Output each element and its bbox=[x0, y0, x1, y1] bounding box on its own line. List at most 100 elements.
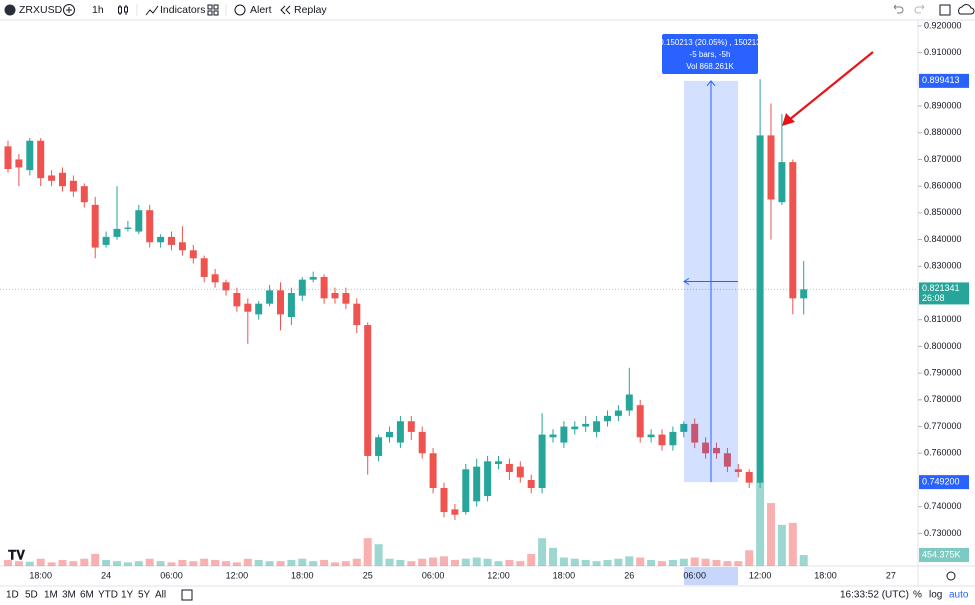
volume-bar bbox=[254, 559, 263, 566]
symbol[interactable]: ZRXUSD bbox=[19, 4, 63, 16]
candle-body bbox=[789, 162, 797, 299]
volume-bar bbox=[113, 561, 121, 566]
clock: 16:33:52 (UTC) bbox=[840, 590, 909, 601]
fullscreen-icon[interactable] bbox=[939, 4, 951, 16]
auto-toggle[interactable]: auto bbox=[949, 590, 969, 601]
volume-bar bbox=[538, 538, 547, 566]
countdown: 26:08 bbox=[922, 293, 945, 303]
layouts-icon[interactable] bbox=[207, 4, 219, 16]
redo-icon[interactable] bbox=[914, 4, 925, 14]
candle-body bbox=[15, 159, 23, 168]
candle-body bbox=[113, 228, 121, 237]
goto-date-icon[interactable] bbox=[181, 589, 193, 601]
volume-label-bg bbox=[919, 547, 969, 562]
range-button[interactable]: YTD bbox=[98, 590, 118, 601]
volume-bar bbox=[625, 556, 634, 566]
x-tick-label: 06:00 bbox=[160, 570, 183, 580]
replay-icon[interactable] bbox=[280, 5, 291, 15]
candle-body bbox=[538, 434, 546, 488]
measure-text: Vol 868.261K bbox=[686, 62, 734, 71]
volume-bar bbox=[167, 562, 176, 566]
alert-icon[interactable] bbox=[234, 4, 246, 16]
range-button[interactable]: 1M bbox=[44, 590, 58, 601]
volume-bar bbox=[243, 558, 252, 566]
candle-body bbox=[680, 423, 688, 432]
range-button[interactable]: 1D bbox=[6, 590, 19, 601]
x-tick-label: 18:00 bbox=[291, 570, 314, 580]
volume-bar bbox=[4, 559, 12, 566]
candle-body bbox=[287, 293, 295, 318]
candle-body bbox=[124, 227, 132, 229]
compare-icon[interactable] bbox=[63, 4, 75, 16]
y-tick-label: 0.920000 bbox=[924, 20, 962, 30]
volume-bar bbox=[123, 562, 132, 566]
candle-body bbox=[266, 290, 274, 304]
volume-bar bbox=[516, 561, 525, 566]
volume-bar bbox=[69, 561, 78, 566]
volume-bar bbox=[265, 561, 274, 566]
volume-bar bbox=[36, 558, 45, 566]
candle-body bbox=[582, 423, 590, 427]
volume-bar bbox=[320, 559, 329, 566]
volume-bar bbox=[276, 561, 285, 566]
candle-body bbox=[614, 410, 622, 416]
volume-bar bbox=[701, 558, 710, 566]
candle-body bbox=[734, 469, 742, 472]
candle-body bbox=[462, 469, 470, 513]
candle-body bbox=[364, 325, 372, 456]
replay-button[interactable]: Replay bbox=[294, 4, 327, 16]
volume-bar bbox=[211, 559, 220, 566]
annotation-arrowhead bbox=[782, 113, 795, 126]
indicators-icon[interactable] bbox=[145, 5, 159, 16]
range-button[interactable]: 5Y bbox=[138, 590, 151, 601]
undo-icon[interactable] bbox=[893, 4, 904, 14]
y-tick-label: 0.880000 bbox=[924, 127, 962, 137]
indicators-button[interactable]: Indicators bbox=[160, 4, 206, 16]
range-button[interactable]: 3M bbox=[62, 590, 76, 601]
volume-bar bbox=[407, 561, 416, 566]
alert-button[interactable]: Alert bbox=[250, 4, 272, 16]
candle-body bbox=[48, 175, 56, 181]
range-button[interactable]: All bbox=[155, 590, 166, 601]
range-button[interactable]: 6M bbox=[80, 590, 94, 601]
candle-body bbox=[4, 146, 12, 170]
candle-body bbox=[549, 434, 557, 438]
volume-bar bbox=[799, 554, 808, 566]
candle-body bbox=[473, 466, 481, 502]
candle-body bbox=[723, 453, 731, 467]
log-toggle[interactable]: log bbox=[929, 590, 942, 601]
x-tick-label: 27 bbox=[886, 570, 896, 580]
candle-body bbox=[756, 135, 764, 483]
candle-body bbox=[211, 274, 219, 283]
y-tick-label: 0.770000 bbox=[924, 421, 962, 431]
measure-text: 0.150213 (20.05%) , 150213 bbox=[659, 38, 761, 47]
volume-bar bbox=[25, 561, 34, 566]
volume-bar bbox=[145, 558, 154, 566]
y-tick-label: 0.780000 bbox=[924, 394, 962, 404]
candle-body bbox=[298, 279, 306, 296]
range-button[interactable]: 1Y bbox=[121, 590, 134, 601]
candle-body bbox=[560, 426, 568, 443]
y-tick-label: 0.810000 bbox=[924, 314, 962, 324]
volume-bar bbox=[200, 558, 209, 566]
volume-bar bbox=[559, 557, 568, 566]
x-tick-label: 18:00 bbox=[553, 570, 576, 580]
candle-body bbox=[625, 394, 633, 411]
range-button[interactable]: 5D bbox=[25, 590, 38, 601]
volume-bar bbox=[418, 558, 427, 566]
cloud-icon[interactable] bbox=[958, 4, 975, 15]
volume-bar bbox=[592, 561, 601, 566]
candle-body bbox=[604, 415, 611, 422]
y-tick-label: 0.790000 bbox=[924, 368, 962, 378]
candle-body bbox=[189, 250, 197, 259]
candle-body bbox=[451, 509, 459, 515]
candle-body bbox=[691, 423, 699, 443]
last-price-label-bg bbox=[919, 282, 969, 305]
candle-body bbox=[135, 210, 143, 232]
settings-icon[interactable] bbox=[946, 571, 956, 581]
percent-toggle[interactable]: % bbox=[913, 590, 922, 601]
volume-bar bbox=[603, 559, 612, 566]
volume-bar bbox=[309, 561, 318, 566]
interval[interactable]: 1h bbox=[92, 4, 104, 16]
candle-body bbox=[396, 421, 404, 443]
